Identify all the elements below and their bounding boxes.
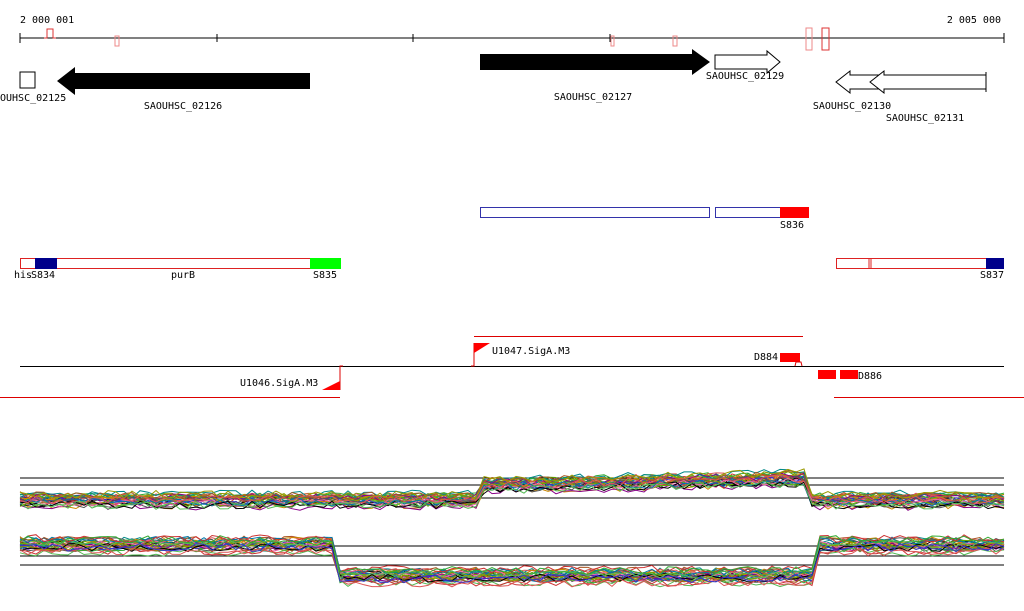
feature-flag xyxy=(322,381,340,390)
feature-stem xyxy=(339,365,343,390)
segment-fill xyxy=(35,258,57,269)
expression-trace xyxy=(19,477,1005,508)
feature-label: D886 xyxy=(858,371,882,382)
feature-label: U1046.SigA.M3 xyxy=(240,378,318,389)
segment-fill xyxy=(780,207,809,218)
segment-fill xyxy=(986,258,1004,269)
segment xyxy=(20,258,341,269)
expression-trace xyxy=(19,468,1005,500)
gene-arrow xyxy=(480,49,710,75)
expression-trace xyxy=(19,538,1005,579)
expression-trace xyxy=(19,547,1005,588)
gene-arrow xyxy=(869,69,987,95)
segment-label: S835 xyxy=(313,270,337,281)
ruler-end: 2 005 000 xyxy=(947,15,1001,26)
expression-trace xyxy=(19,474,1005,505)
gene-label: SAOUHSC_02130 xyxy=(813,101,891,112)
feature-box xyxy=(780,353,800,362)
gene-arrow xyxy=(714,49,781,75)
gene-label: SAOUHSC_02131 xyxy=(886,113,964,124)
feature-stem xyxy=(794,361,803,367)
expression-trace xyxy=(19,547,1005,588)
feature-label: U1047.SigA.M3 xyxy=(492,346,570,357)
ruler-start: 2 000 001 xyxy=(20,15,74,26)
feature-box xyxy=(818,370,836,379)
gene-arrow xyxy=(57,67,310,95)
gene xyxy=(19,71,36,89)
segment-label: S834 xyxy=(31,270,55,281)
expression-profiles xyxy=(19,468,1005,588)
gene-label: SAOUHSC_02127 xyxy=(554,92,632,103)
feature-stem xyxy=(471,343,475,367)
expression-trace xyxy=(19,472,1005,503)
expression-trace xyxy=(19,535,1005,576)
gene-label: SAOUHSC_02129 xyxy=(706,71,784,82)
segment-fill xyxy=(310,258,341,269)
segment-label: S837 xyxy=(980,270,1004,281)
feature-label: D884 xyxy=(754,352,778,363)
feature-box xyxy=(840,370,858,379)
segment xyxy=(480,207,710,218)
segment-label: S836 xyxy=(780,220,804,231)
feature-flag xyxy=(474,343,490,353)
expression-trace xyxy=(19,543,1005,584)
expression-trace xyxy=(19,535,1005,576)
gene-arrow xyxy=(835,69,881,95)
segment-label: purB xyxy=(171,270,195,281)
gene-label: SAOUHSC_02126 xyxy=(144,101,222,112)
expression-trace xyxy=(19,480,1005,510)
segment xyxy=(836,258,1004,269)
expression-trace xyxy=(19,470,1005,501)
ruler-features xyxy=(44,27,830,51)
segment-label: his xyxy=(14,270,32,281)
gene-label: OUHSC_02125 xyxy=(0,93,66,104)
